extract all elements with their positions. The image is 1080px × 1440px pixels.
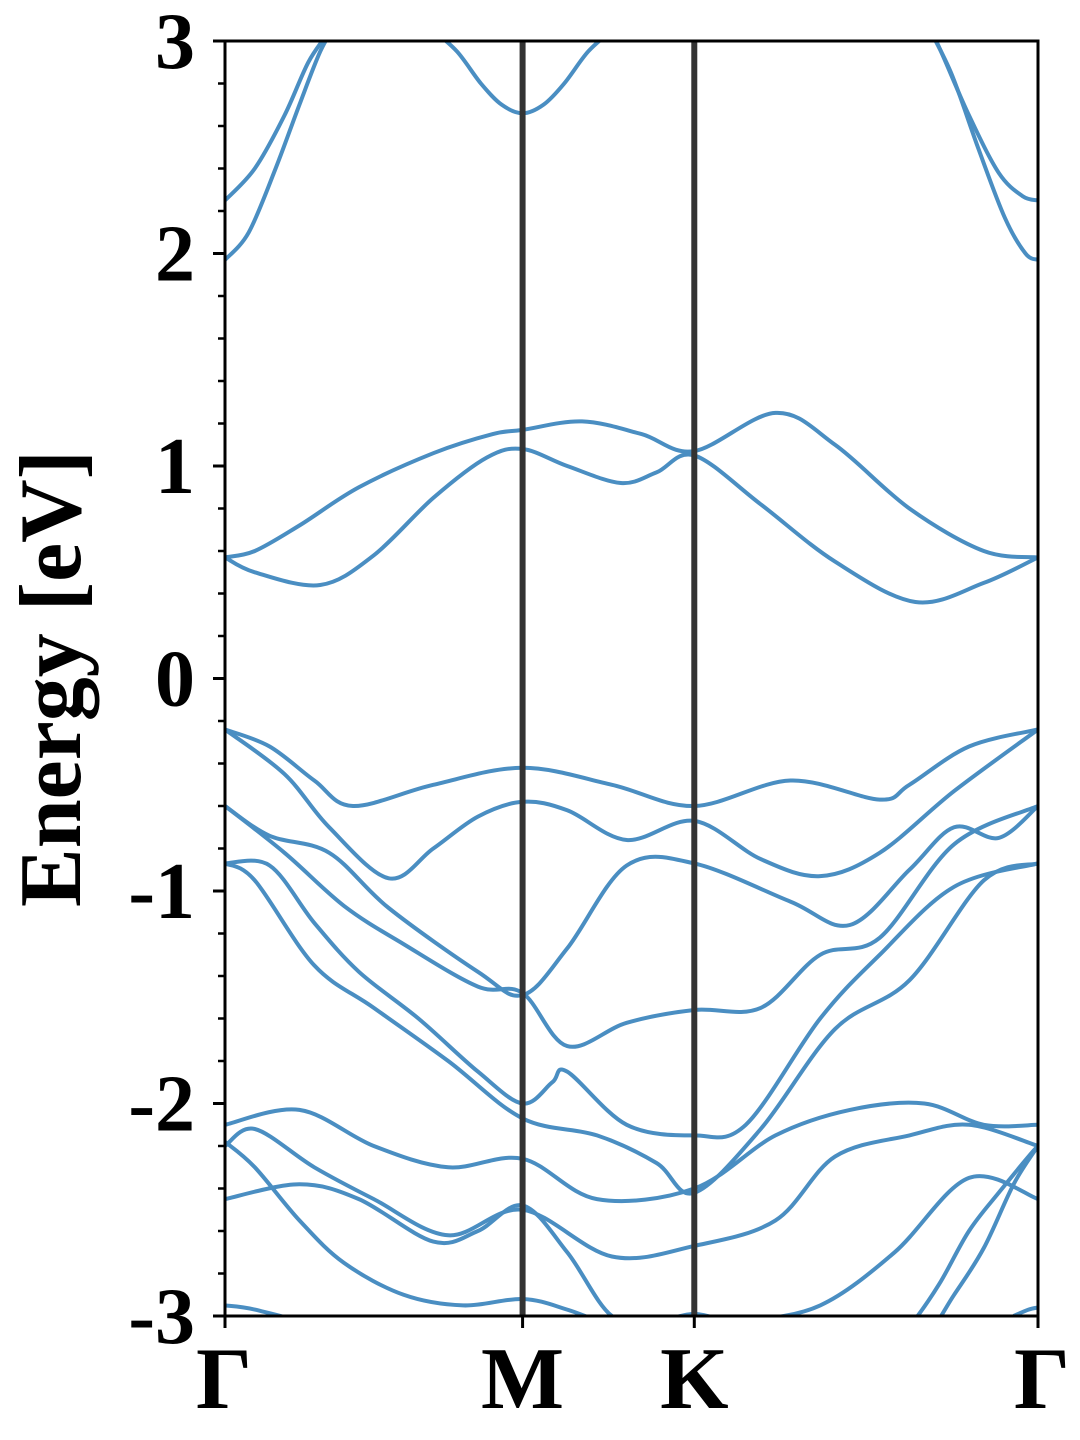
x-tick-label-γ: Γ bbox=[196, 1331, 252, 1428]
band-line-15 bbox=[225, 1122, 1038, 1261]
band-line-13 bbox=[225, 861, 1038, 1196]
band-line-7 bbox=[225, 446, 1038, 605]
x-tick-label-k: K bbox=[660, 1331, 728, 1428]
y-tick-label: 3 bbox=[155, 0, 195, 86]
band-line-12 bbox=[225, 858, 1038, 1140]
y-axis-label: Energy [eV] bbox=[3, 450, 100, 907]
x-tick-label-γ: Γ bbox=[1014, 1331, 1070, 1428]
band-line-14 bbox=[225, 1100, 1038, 1204]
plot-frame bbox=[223, 39, 1040, 1318]
high-symmetry-dividers bbox=[519, 41, 698, 1316]
band-line-22 bbox=[1012, 1305, 1038, 1316]
y-tick-labels: -3 -2 -1 0 1 2 3 bbox=[128, 0, 195, 1361]
y-tick-label: 2 bbox=[155, 211, 195, 299]
band-line-11 bbox=[225, 804, 1038, 1049]
band-line-9 bbox=[225, 727, 1038, 881]
band-line-4 bbox=[934, 41, 1038, 203]
band-line-17 bbox=[225, 1140, 591, 1316]
band-line-16 bbox=[225, 1174, 1038, 1316]
band-line-21 bbox=[938, 1144, 1038, 1316]
band-line-18 bbox=[225, 1303, 289, 1316]
band-line-10 bbox=[225, 804, 1038, 998]
y-tick-label: 0 bbox=[155, 636, 195, 724]
band-line-20 bbox=[915, 1144, 1038, 1316]
y-tick-label: -1 bbox=[128, 848, 195, 936]
band-lines bbox=[225, 41, 1038, 1316]
band-line-8 bbox=[225, 727, 1038, 809]
y-tick-label: -3 bbox=[128, 1273, 195, 1361]
x-tick-label-m: M bbox=[481, 1331, 564, 1428]
band-line-2 bbox=[225, 41, 328, 262]
band-line-5 bbox=[933, 41, 1038, 262]
y-tick-label: -2 bbox=[128, 1061, 195, 1149]
band-line-1 bbox=[225, 41, 325, 202]
y-tick-label: 1 bbox=[155, 423, 195, 511]
band-line-6 bbox=[225, 410, 1038, 560]
